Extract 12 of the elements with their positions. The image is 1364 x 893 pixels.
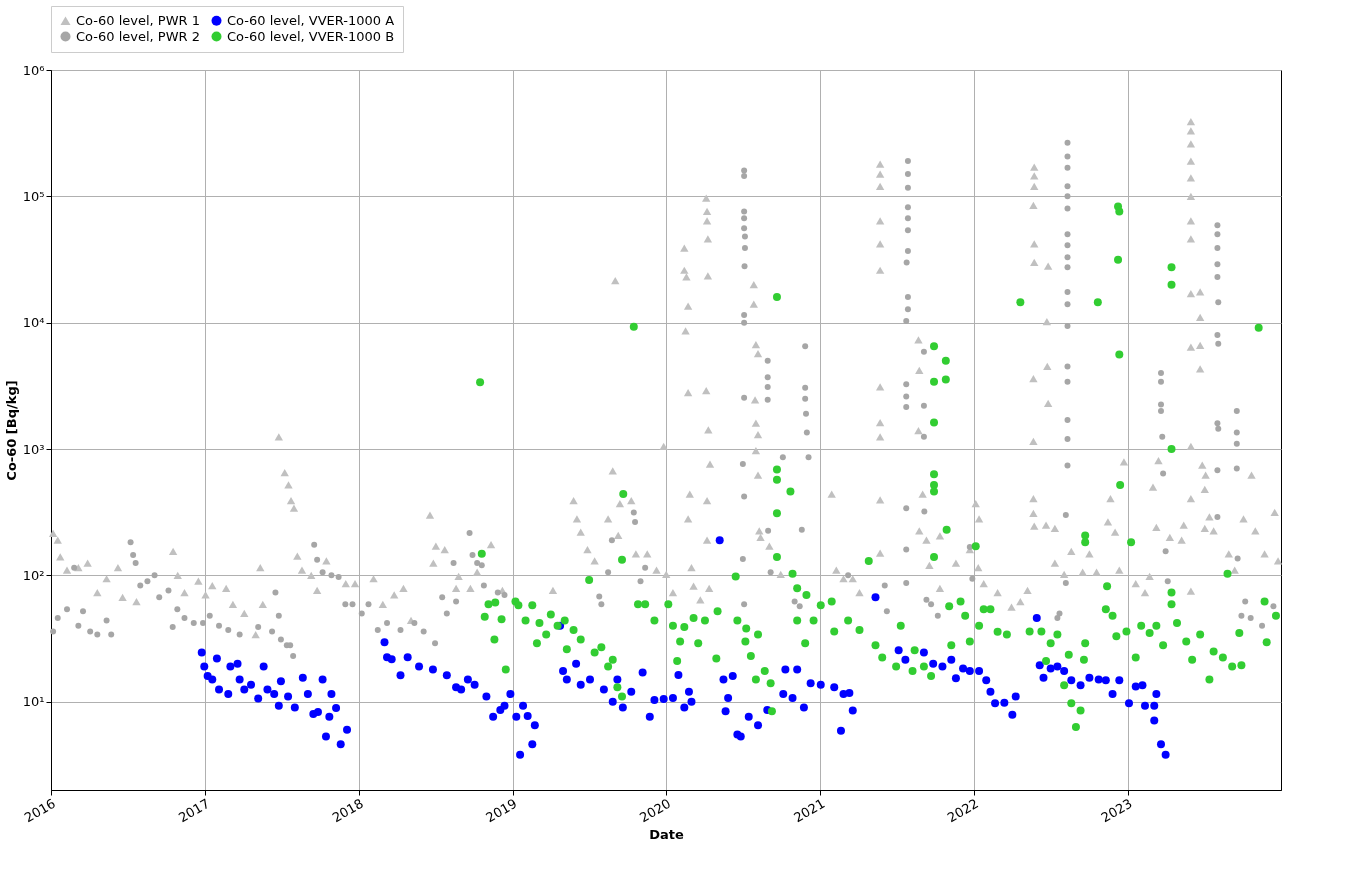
y-tick-label: 10⁵ bbox=[22, 188, 45, 204]
legend-label: Co-60 level, VVER-1000 A bbox=[227, 12, 395, 28]
y-tick-label: 10⁴ bbox=[22, 315, 45, 331]
y-tick-label: 10⁶ bbox=[22, 62, 45, 78]
y-tick-label: 10³ bbox=[22, 441, 45, 457]
legend-label: Co-60 level, VVER-1000 B bbox=[227, 28, 395, 44]
y-tick-label: 10² bbox=[22, 567, 45, 583]
y-axis-title: Co-60 [Bq/kg] bbox=[3, 380, 19, 481]
legend-label: Co-60 level, PWR 2 bbox=[76, 28, 200, 44]
y-tick-label: 10¹ bbox=[22, 694, 45, 710]
legend-label: Co-60 level, PWR 1 bbox=[76, 12, 200, 28]
x-axis-title: Date bbox=[649, 827, 684, 843]
